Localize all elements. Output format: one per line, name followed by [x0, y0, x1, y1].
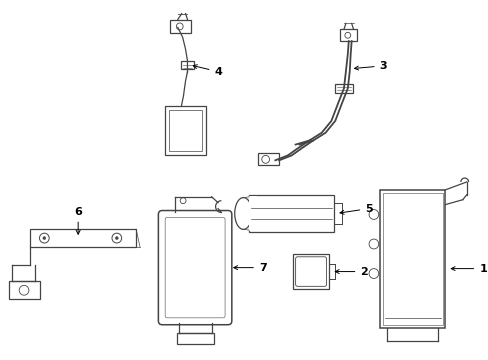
- FancyBboxPatch shape: [169, 110, 202, 152]
- Text: 1: 1: [450, 264, 486, 274]
- FancyBboxPatch shape: [158, 211, 231, 325]
- FancyBboxPatch shape: [249, 195, 334, 232]
- FancyBboxPatch shape: [339, 30, 357, 41]
- Circle shape: [43, 237, 46, 239]
- Text: 2: 2: [335, 266, 367, 276]
- FancyBboxPatch shape: [379, 190, 445, 328]
- FancyBboxPatch shape: [9, 282, 40, 299]
- Circle shape: [115, 237, 118, 239]
- FancyBboxPatch shape: [30, 229, 136, 247]
- FancyBboxPatch shape: [335, 84, 352, 93]
- Text: 5: 5: [339, 203, 372, 214]
- Circle shape: [368, 239, 378, 249]
- Circle shape: [176, 23, 183, 30]
- Circle shape: [368, 269, 378, 278]
- FancyBboxPatch shape: [257, 153, 279, 165]
- Text: 3: 3: [354, 61, 386, 71]
- Text: 4: 4: [193, 65, 222, 77]
- FancyBboxPatch shape: [292, 254, 329, 289]
- Circle shape: [261, 156, 269, 163]
- Ellipse shape: [234, 198, 252, 229]
- FancyBboxPatch shape: [181, 61, 194, 69]
- Circle shape: [344, 32, 350, 38]
- FancyBboxPatch shape: [176, 333, 214, 345]
- Circle shape: [368, 210, 378, 219]
- FancyBboxPatch shape: [165, 217, 224, 318]
- FancyBboxPatch shape: [165, 106, 205, 156]
- Circle shape: [180, 198, 185, 204]
- Text: 6: 6: [74, 207, 82, 234]
- FancyBboxPatch shape: [295, 257, 326, 286]
- Text: 7: 7: [233, 263, 266, 273]
- FancyBboxPatch shape: [170, 19, 191, 33]
- FancyBboxPatch shape: [382, 193, 442, 325]
- FancyBboxPatch shape: [249, 196, 256, 231]
- Circle shape: [19, 285, 29, 295]
- Circle shape: [112, 233, 122, 243]
- Circle shape: [40, 233, 49, 243]
